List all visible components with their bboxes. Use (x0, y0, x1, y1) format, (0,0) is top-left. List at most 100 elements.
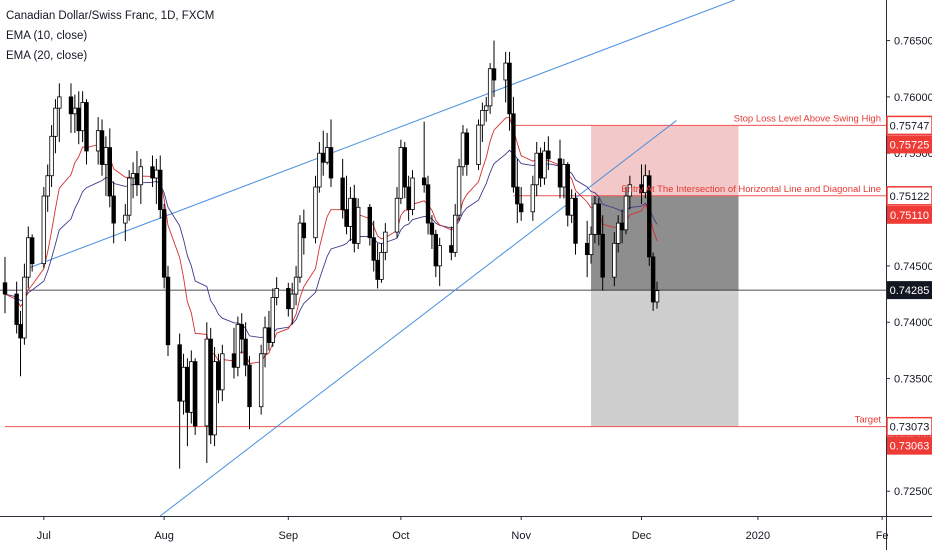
price-tag: 0.75110 (887, 205, 932, 224)
candle-body (262, 327, 268, 355)
price-tag: 0.73063 (887, 436, 932, 455)
candle-body (18, 324, 23, 339)
candle (297, 215, 303, 283)
price-tag: 0.75747 (886, 115, 932, 136)
candle (623, 187, 629, 235)
candle (84, 99, 89, 165)
x-tick-label: Dec (632, 530, 652, 542)
candle-body (425, 184, 431, 224)
candle (72, 94, 78, 133)
candle-body (616, 222, 621, 244)
candle (328, 119, 334, 188)
candle-body (216, 361, 221, 391)
price-tag-box (887, 281, 932, 300)
candle-body (138, 166, 144, 186)
candle-body (158, 169, 163, 210)
candle-body (192, 361, 198, 427)
candle (107, 128, 112, 208)
candle (476, 119, 481, 171)
candle (130, 162, 136, 199)
plot-area: Stop Loss Level Above Swing High Entry At… (0, 0, 886, 517)
candle-body (111, 195, 116, 224)
candle-body (154, 169, 159, 179)
candle (425, 175, 431, 235)
candle (134, 150, 140, 197)
candle-body (181, 366, 186, 402)
price-tag-box (886, 186, 932, 206)
candle (158, 155, 163, 219)
candle-body (542, 150, 547, 179)
candle-body (480, 110, 485, 126)
candle-body (72, 107, 78, 115)
candle (379, 243, 384, 283)
candle (542, 141, 547, 185)
candle (375, 243, 380, 289)
candle-body (26, 237, 31, 278)
symbol-title: Canadian Dollar/Swiss Franc, 1D, FXCM (6, 10, 215, 22)
price-tag-label: 0.75122 (890, 191, 930, 203)
candle (293, 265, 299, 306)
candle (394, 187, 400, 238)
candle-body (297, 222, 303, 278)
candle (480, 102, 485, 142)
price-tag-label: 0.75747 (890, 120, 930, 132)
candle (126, 170, 132, 221)
candle-body (107, 147, 112, 197)
candle (18, 310, 23, 377)
candle (165, 265, 171, 357)
candle (189, 350, 194, 424)
candle (212, 347, 217, 447)
candle (99, 119, 105, 176)
candle-body (530, 184, 536, 213)
candle (433, 229, 438, 278)
x-tick-label: Jul (37, 530, 51, 542)
candle-body (220, 353, 225, 391)
candle-body (355, 206, 361, 244)
candle-body (289, 293, 295, 310)
candle (654, 281, 660, 309)
candle (103, 136, 109, 197)
candle-body (592, 203, 598, 235)
candle (487, 63, 493, 114)
candle-body (22, 276, 27, 339)
candle-body (437, 245, 442, 267)
candle (569, 189, 574, 224)
candle-body (647, 175, 652, 258)
candle-body (313, 186, 318, 239)
candle (538, 147, 543, 188)
candle-body (80, 102, 85, 132)
price-tag: 0.73073 (886, 416, 932, 437)
candle (627, 175, 633, 210)
candle-body (328, 147, 334, 179)
candle (515, 158, 520, 224)
y-tick-label: 0.76000 (894, 92, 932, 104)
candle-body (379, 251, 384, 280)
x-tick-label: 2020 (746, 530, 770, 542)
candle (596, 198, 602, 246)
candle (410, 170, 415, 216)
price-tag: 0.75122 (886, 186, 932, 206)
candle-body (185, 366, 190, 413)
candle-body (518, 203, 524, 213)
price-tag-box (887, 205, 932, 224)
candle (324, 132, 330, 165)
candle-body (650, 256, 656, 303)
candle-body (588, 233, 594, 256)
candle-body (433, 233, 438, 267)
candle-body (406, 186, 411, 210)
candle (231, 327, 237, 379)
price-tag-label: 0.73073 (890, 422, 930, 434)
candle-body (130, 173, 136, 179)
candle (355, 198, 361, 249)
candle (546, 136, 551, 171)
candle-body (534, 152, 539, 186)
candle-body (95, 130, 101, 152)
candle (317, 141, 322, 193)
candle-body (49, 135, 54, 177)
candle (484, 96, 489, 122)
candle (289, 282, 295, 325)
candle-body (565, 164, 570, 216)
candle (421, 121, 427, 193)
candle (511, 96, 516, 193)
